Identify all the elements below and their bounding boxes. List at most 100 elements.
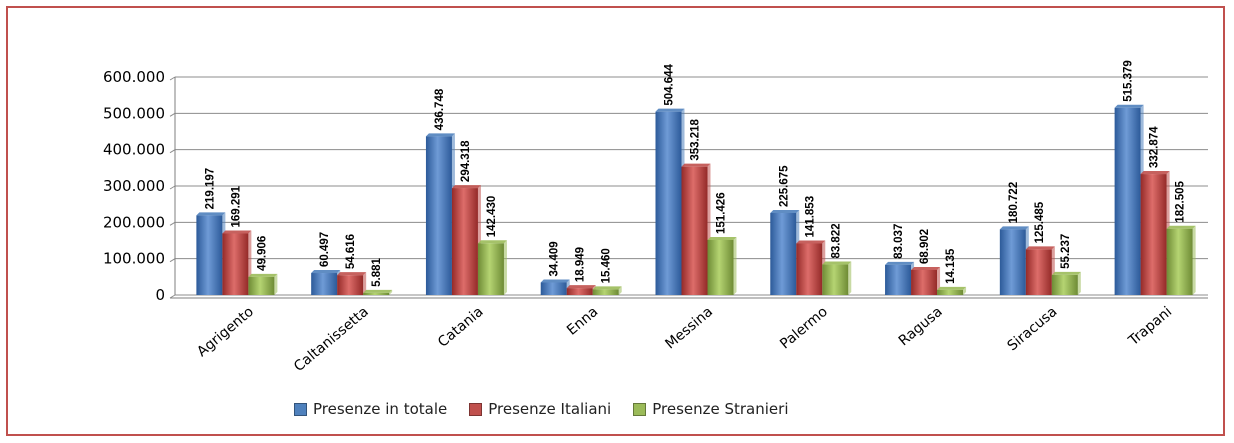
bar-top [451, 185, 481, 189]
legend-label-italiani: Presenze Italiani [488, 400, 612, 418]
bar [451, 188, 478, 295]
bar-side [733, 236, 737, 295]
data-label: 54.616 [345, 234, 357, 269]
bar-side [363, 272, 367, 295]
legend-swatch-italiani [469, 402, 483, 416]
legend: Presenze in totale Presenze Italiani Pre… [294, 400, 789, 418]
bar [1166, 228, 1193, 295]
data-label: 55.237 [1060, 234, 1072, 269]
bar-side [848, 261, 852, 295]
y-tick-label: 500.000 [103, 104, 165, 122]
data-label: 151.426 [716, 192, 728, 234]
bar [1051, 274, 1078, 295]
data-label: 436.748 [434, 88, 446, 130]
bar-side [1192, 225, 1196, 295]
bar-top [1140, 171, 1170, 175]
data-label: 182.505 [1175, 181, 1187, 223]
bar-top [311, 270, 341, 274]
bar [937, 289, 964, 295]
data-label: 141.853 [804, 196, 816, 238]
y-tick-label: 600.000 [103, 68, 165, 86]
bar [477, 243, 504, 295]
bar [911, 269, 938, 295]
category-label: Agrigento [194, 304, 257, 360]
data-label: 49.906 [256, 236, 268, 271]
data-label: 68.902 [919, 229, 931, 264]
bar [196, 215, 223, 295]
gridline-depth [169, 112, 176, 117]
data-label: 14.135 [945, 248, 957, 284]
legend-item-totale: Presenze in totale [294, 400, 447, 418]
data-labels: 219.197 169.291 49.906 60.497 54.616 5.881 436… [204, 60, 1186, 287]
legend-item-stranieri: Presenze Stranieri [633, 400, 789, 418]
gridline-depth [169, 258, 176, 263]
category-label: Catania [435, 304, 486, 351]
bar [1025, 249, 1052, 295]
y-tick-label: 400.000 [103, 141, 165, 159]
bar [425, 136, 452, 295]
category-label: Palermo [777, 304, 831, 353]
bar [655, 111, 682, 295]
data-label: 83.037 [893, 224, 905, 259]
bar-top [707, 236, 737, 240]
y-tick-label: 0 [155, 286, 165, 304]
legend-label-stranieri: Presenze Stranieri [652, 400, 789, 418]
bar-side [963, 286, 967, 295]
y-tick-label: 300.000 [103, 177, 165, 195]
bar-top [592, 286, 622, 290]
bar-top [999, 226, 1029, 230]
data-label: 180.722 [1008, 182, 1020, 224]
bar [681, 166, 708, 295]
bar-top [425, 133, 455, 137]
data-label: 34.409 [549, 241, 561, 276]
bar [363, 292, 390, 295]
bar-top [337, 272, 367, 276]
data-label: 142.430 [486, 196, 498, 238]
bar-top [937, 286, 967, 290]
data-label: 515.379 [1123, 60, 1135, 102]
gridline-depth [169, 149, 176, 154]
category-label: Messina [662, 304, 716, 353]
category-label: Enna [564, 304, 601, 339]
y-tick-label: 100.000 [103, 250, 165, 268]
data-label: 83.822 [830, 223, 842, 258]
bar-side [618, 286, 622, 295]
data-label: 125.485 [1034, 201, 1046, 243]
bar-top [885, 261, 915, 265]
bar-top [1114, 104, 1144, 108]
data-label: 169.291 [230, 185, 242, 227]
bar-side [503, 240, 507, 295]
bar-top [770, 210, 800, 214]
bar-side [389, 289, 393, 295]
category-label: Trapani [1125, 304, 1175, 350]
data-label: 60.497 [319, 232, 331, 267]
bar-top [911, 266, 941, 270]
data-label: 15.460 [601, 248, 613, 283]
bar-top [1025, 246, 1055, 250]
bar-top [540, 279, 570, 283]
bar-top [566, 285, 596, 289]
bar [885, 264, 912, 295]
category-label: Siracusa [1004, 304, 1060, 355]
bar-top [796, 240, 826, 244]
category-label: Caltanissetta [291, 304, 372, 375]
bar-side [1077, 271, 1081, 295]
bar [822, 264, 849, 295]
category-label: Ragusa [896, 304, 946, 349]
bar-top [196, 212, 226, 216]
bar [248, 276, 275, 295]
bar-top [248, 273, 278, 277]
bar [770, 213, 797, 295]
bar [592, 289, 619, 295]
bars [196, 104, 1196, 295]
bar [566, 288, 593, 295]
bar-top [222, 230, 252, 234]
data-label: 353.218 [690, 118, 702, 160]
legend-swatch-totale [294, 402, 307, 416]
bar-top [655, 108, 685, 112]
data-label: 18.949 [575, 247, 587, 282]
legend-label-totale: Presenze in totale [313, 400, 448, 418]
legend-swatch-stranieri [633, 402, 647, 416]
gridline-depth [169, 76, 176, 81]
bar-top [822, 261, 852, 265]
